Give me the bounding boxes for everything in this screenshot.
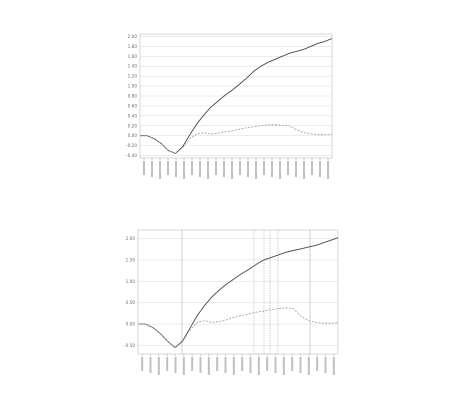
x-tick-label bbox=[232, 357, 235, 375]
x-tick-label bbox=[157, 357, 160, 375]
x-tick-label bbox=[311, 161, 313, 175]
x-tick-label bbox=[159, 161, 161, 179]
x-tick-label bbox=[307, 357, 310, 375]
y-tick-label: 0.20 bbox=[128, 123, 138, 128]
y-tick-label: -0.50 bbox=[124, 343, 135, 348]
y-tick-label: 1.00 bbox=[126, 279, 136, 284]
x-tick-label bbox=[191, 161, 193, 175]
y-tick-label: 1.50 bbox=[126, 257, 136, 262]
x-tick-label bbox=[282, 357, 285, 375]
series-line-1 bbox=[140, 38, 333, 155]
x-tick-label bbox=[241, 357, 244, 371]
x-tick-label bbox=[324, 357, 327, 373]
x-tick-label bbox=[332, 357, 335, 375]
x-tick-label bbox=[287, 161, 289, 175]
x-tick-label bbox=[191, 357, 194, 371]
x-tick-label bbox=[257, 357, 260, 375]
x-tick-label bbox=[151, 161, 153, 177]
x-tick-label bbox=[199, 357, 202, 373]
x-tick-label bbox=[295, 161, 297, 177]
x-tick-label bbox=[224, 357, 227, 373]
plot-frame bbox=[137, 229, 339, 355]
chart-top-svg: 2.00 1.80 1.60 1.40 1.20 1.00 0.80 0.60 0.40 0.20… bbox=[126, 33, 333, 179]
x-tick-label bbox=[215, 161, 217, 175]
x-tick-label bbox=[166, 357, 169, 371]
x-tick-label bbox=[182, 357, 185, 375]
x-tick-label bbox=[299, 357, 302, 373]
y-tick-label: 1.60 bbox=[128, 54, 138, 59]
x-tick-label bbox=[231, 161, 233, 179]
y-tick-label: -0.20 bbox=[126, 143, 137, 148]
x-tick-label bbox=[143, 161, 145, 175]
y-tick-label: 0.60 bbox=[128, 103, 138, 108]
x-tick-label bbox=[279, 161, 281, 179]
x-tick-label bbox=[199, 161, 201, 177]
series-line-2 bbox=[140, 124, 333, 154]
y-tick-label: 0.40 bbox=[128, 113, 138, 118]
y-tick-label: 0.00 bbox=[126, 322, 136, 327]
x-tick-label bbox=[207, 161, 209, 179]
x-tick-label bbox=[183, 161, 185, 179]
chart-top: 2.00 1.80 1.60 1.40 1.20 1.00 0.80 0.60 0.40 0.20… bbox=[108, 18, 348, 196]
x-tick-label bbox=[274, 357, 277, 373]
y-tick-label: 0.50 bbox=[126, 300, 136, 305]
x-tick-label bbox=[247, 161, 249, 177]
x-tick-label bbox=[223, 161, 225, 177]
x-tick-label bbox=[141, 357, 144, 371]
y-tick-label: -0.40 bbox=[126, 153, 137, 158]
x-tick-label bbox=[303, 161, 305, 179]
x-tick-label bbox=[266, 357, 269, 371]
x-tick-label bbox=[271, 161, 273, 177]
y-tick-label: 1.20 bbox=[128, 74, 138, 79]
y-tick-label: 0.00 bbox=[128, 133, 138, 138]
x-tick-label bbox=[291, 357, 294, 371]
chart-bottom: 2.00 1.50 1.00 0.50 0.00 -0.50 bbox=[108, 212, 348, 390]
x-tick-label bbox=[207, 357, 210, 375]
y-tick-label: 1.40 bbox=[128, 64, 138, 69]
y-tick-label: 0.80 bbox=[128, 94, 138, 99]
x-tick-label bbox=[174, 357, 177, 373]
x-tick-label bbox=[319, 161, 321, 177]
x-tick-label bbox=[175, 161, 177, 177]
y-tick-label: 2.00 bbox=[126, 236, 136, 241]
x-tick-label bbox=[327, 161, 329, 179]
x-tick-label bbox=[239, 161, 241, 175]
x-tick-label bbox=[149, 357, 152, 373]
x-tick-label bbox=[255, 161, 257, 179]
series-line-1 bbox=[138, 237, 339, 349]
chart-bottom-svg: 2.00 1.50 1.00 0.50 0.00 -0.50 bbox=[124, 229, 339, 375]
x-tick-label bbox=[216, 357, 219, 371]
x-tick-label bbox=[167, 161, 169, 175]
y-tick-label: 1.00 bbox=[128, 84, 138, 89]
y-tick-label: 2.00 bbox=[128, 34, 138, 39]
y-tick-label: 1.80 bbox=[128, 44, 138, 49]
x-tick-label bbox=[249, 357, 252, 373]
x-tick-label bbox=[316, 357, 319, 371]
x-tick-label bbox=[263, 161, 265, 175]
